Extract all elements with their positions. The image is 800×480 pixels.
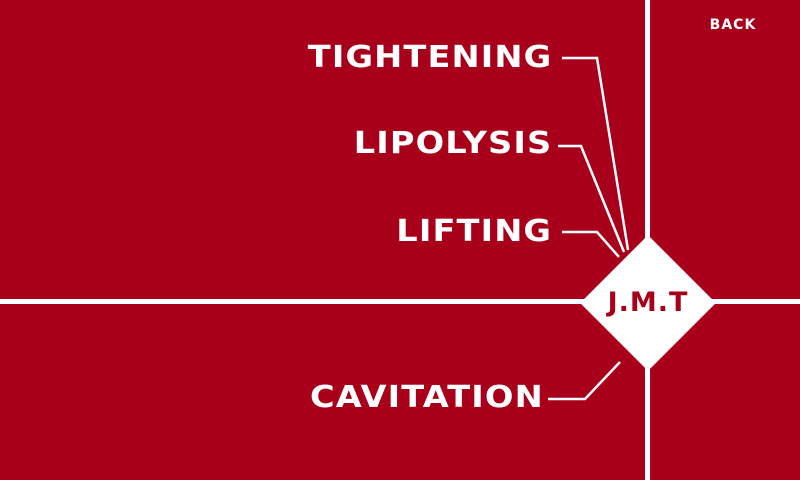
connector-lifting — [562, 230, 620, 258]
menu-item-cavitation[interactable]: CAVITATION — [310, 380, 544, 415]
connector-tightening — [562, 56, 630, 251]
menu-item-lipolysis[interactable]: LIPOLYSIS — [353, 126, 552, 161]
menu-item-lifting[interactable]: LIFTING — [396, 214, 552, 249]
logo-text: J.M.T — [607, 287, 689, 318]
connector-lipolysis — [558, 144, 626, 253]
back-button[interactable]: BACK — [709, 17, 757, 33]
connector-cavitation — [548, 361, 621, 401]
horizontal-divider — [0, 299, 800, 304]
menu-item-tightening[interactable]: TIGHTENING — [307, 40, 552, 75]
